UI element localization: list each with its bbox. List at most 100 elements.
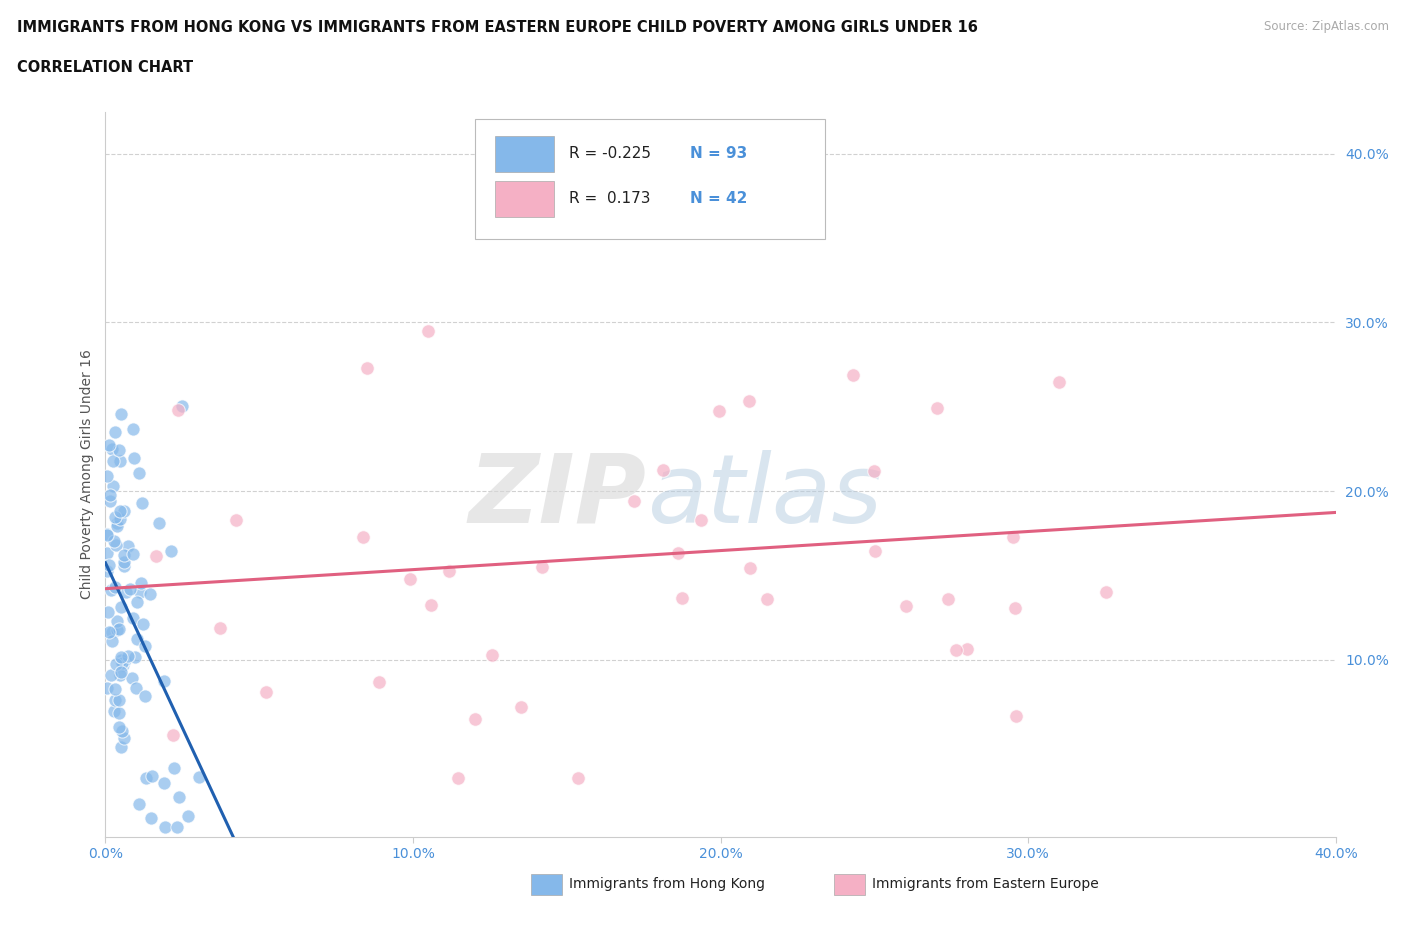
Point <box>114 652 136 667</box>
Point <box>139 587 162 602</box>
Point <box>894 598 917 613</box>
Point <box>125 631 148 646</box>
Point <box>481 647 503 662</box>
Point <box>108 503 131 518</box>
Point <box>131 617 153 631</box>
Point <box>117 538 139 553</box>
Point <box>111 656 134 671</box>
Text: N = 93: N = 93 <box>690 146 747 161</box>
Point <box>256 684 278 699</box>
Point <box>509 699 531 714</box>
Point <box>131 496 153 511</box>
Point <box>108 622 131 637</box>
Y-axis label: Child Poverty Among Girls Under 16: Child Poverty Among Girls Under 16 <box>80 350 94 599</box>
Point <box>134 638 156 653</box>
Point <box>104 579 127 594</box>
Point <box>105 657 128 671</box>
Point <box>121 671 143 685</box>
Point <box>105 519 128 534</box>
Point <box>167 790 190 804</box>
Point <box>166 819 188 834</box>
Point <box>437 564 460 578</box>
Point <box>399 571 422 586</box>
Point <box>134 688 156 703</box>
Point <box>96 469 118 484</box>
Point <box>101 478 124 493</box>
Point <box>1004 709 1026 724</box>
Point <box>104 538 127 552</box>
Point <box>420 597 443 612</box>
Text: R = -0.225: R = -0.225 <box>569 146 651 161</box>
Text: Source: ZipAtlas.com: Source: ZipAtlas.com <box>1264 20 1389 33</box>
Text: ZIP: ZIP <box>468 449 647 542</box>
Point <box>863 463 886 478</box>
Point <box>98 558 121 573</box>
Point <box>936 591 959 606</box>
Point <box>148 516 170 531</box>
Point <box>842 367 865 382</box>
Point <box>111 654 134 669</box>
Point <box>115 585 138 600</box>
Point <box>1094 585 1116 600</box>
Point <box>128 797 150 812</box>
Point <box>112 731 135 746</box>
Point <box>101 634 124 649</box>
Point <box>105 622 128 637</box>
Point <box>1001 530 1024 545</box>
Point <box>110 600 132 615</box>
Point <box>134 770 156 785</box>
Point <box>695 154 717 169</box>
Point <box>103 704 125 719</box>
Point <box>131 576 153 591</box>
Point <box>104 692 127 707</box>
Point <box>103 534 125 549</box>
Point <box>112 555 135 570</box>
Point <box>110 649 132 664</box>
Point <box>567 771 589 786</box>
Point <box>356 361 378 376</box>
Point <box>111 658 134 672</box>
Point <box>111 724 134 738</box>
Point <box>125 595 148 610</box>
Point <box>125 680 148 695</box>
Point <box>1047 374 1070 389</box>
Point <box>352 530 374 545</box>
Point <box>110 512 132 527</box>
Point <box>107 705 129 720</box>
Point <box>1004 601 1026 616</box>
Point <box>96 526 118 541</box>
Text: CORRELATION CHART: CORRELATION CHART <box>17 60 193 75</box>
Point <box>108 443 131 458</box>
Point <box>120 581 142 596</box>
Point <box>464 711 486 726</box>
Text: N = 42: N = 42 <box>690 192 747 206</box>
Point <box>666 546 689 561</box>
Point <box>170 399 193 414</box>
Bar <box>495 136 554 172</box>
Point <box>209 620 232 635</box>
Point <box>707 404 730 418</box>
Point <box>447 771 470 786</box>
Text: IMMIGRANTS FROM HONG KONG VS IMMIGRANTS FROM EASTERN EUROPE CHILD POVERTY AMONG : IMMIGRANTS FROM HONG KONG VS IMMIGRANTS … <box>17 20 977 35</box>
Point <box>652 462 675 477</box>
Point <box>103 510 125 525</box>
Point <box>112 503 135 518</box>
Point <box>100 582 122 597</box>
Text: Immigrants from Eastern Europe: Immigrants from Eastern Europe <box>872 877 1098 892</box>
Point <box>623 494 645 509</box>
Point <box>163 761 186 776</box>
Point <box>96 681 118 696</box>
Point <box>188 769 211 784</box>
Point <box>103 454 125 469</box>
Point <box>160 544 183 559</box>
Point <box>98 494 121 509</box>
Point <box>128 584 150 599</box>
Point <box>114 559 136 574</box>
Point <box>153 819 176 834</box>
Point <box>110 653 132 668</box>
Point <box>105 614 128 629</box>
Text: R =  0.173: R = 0.173 <box>569 192 651 206</box>
Point <box>96 564 118 578</box>
Point <box>112 547 135 562</box>
Point <box>863 543 886 558</box>
